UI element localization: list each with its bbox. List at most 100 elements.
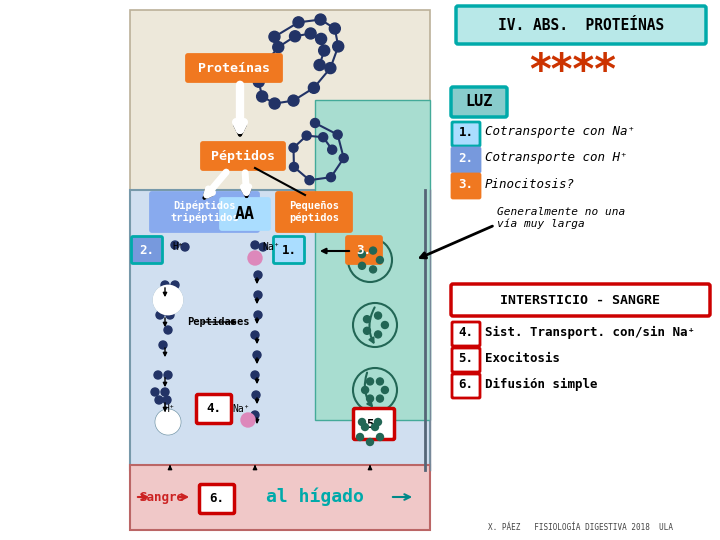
Circle shape: [302, 131, 311, 140]
Circle shape: [273, 42, 284, 53]
Text: Difusión simple: Difusión simple: [485, 377, 598, 390]
Text: Péptidos: Péptidos: [211, 150, 275, 163]
Circle shape: [366, 438, 374, 445]
Circle shape: [308, 82, 320, 93]
Circle shape: [372, 423, 379, 430]
Circle shape: [359, 418, 366, 426]
Text: H⁺: H⁺: [163, 404, 175, 414]
Circle shape: [374, 331, 382, 338]
FancyBboxPatch shape: [130, 190, 430, 470]
Circle shape: [253, 351, 261, 359]
Circle shape: [369, 266, 377, 273]
Text: Na⁺: Na⁺: [262, 242, 279, 252]
FancyBboxPatch shape: [315, 100, 430, 420]
Circle shape: [305, 176, 314, 185]
FancyBboxPatch shape: [186, 55, 282, 82]
FancyBboxPatch shape: [274, 237, 305, 264]
Circle shape: [310, 118, 320, 127]
Circle shape: [251, 241, 259, 249]
FancyBboxPatch shape: [451, 87, 507, 117]
Text: Pequeños
péptidos: Pequeños péptidos: [289, 201, 339, 223]
Circle shape: [254, 311, 262, 319]
Circle shape: [154, 371, 162, 379]
Circle shape: [241, 413, 255, 427]
Circle shape: [314, 59, 325, 71]
Circle shape: [254, 291, 262, 299]
Circle shape: [154, 286, 182, 314]
Circle shape: [253, 76, 264, 87]
FancyBboxPatch shape: [150, 192, 258, 232]
Circle shape: [366, 378, 374, 385]
Circle shape: [289, 31, 300, 42]
Text: Sist. Transport. con/sin Na⁺: Sist. Transport. con/sin Na⁺: [485, 326, 695, 339]
Circle shape: [328, 145, 337, 154]
Text: INTERSTICIO - SANGRE: INTERSTICIO - SANGRE: [500, 294, 660, 307]
Text: H⁺: H⁺: [172, 242, 184, 252]
Circle shape: [329, 23, 341, 34]
Circle shape: [164, 371, 172, 379]
Circle shape: [315, 33, 327, 44]
Circle shape: [155, 396, 163, 404]
Text: Na⁺: Na⁺: [232, 404, 250, 414]
Circle shape: [382, 387, 388, 394]
Text: Sangre: Sangre: [140, 490, 184, 503]
Circle shape: [319, 133, 328, 141]
Circle shape: [248, 251, 262, 265]
Circle shape: [326, 173, 336, 181]
Circle shape: [269, 31, 280, 42]
FancyBboxPatch shape: [202, 143, 284, 170]
Circle shape: [374, 418, 382, 426]
Text: Generalmente no una
vía muy larga: Generalmente no una vía muy larga: [497, 207, 625, 229]
Text: X. PÁEZ   FISIOLOGÍA DIGESTIVA 2018  ULA: X. PÁEZ FISIOLOGÍA DIGESTIVA 2018 ULA: [487, 523, 672, 532]
Circle shape: [156, 410, 180, 434]
Circle shape: [289, 163, 298, 171]
Text: Dipéptidos
tripéptidos: Dipéptidos tripéptidos: [170, 201, 239, 224]
Circle shape: [377, 256, 383, 264]
FancyBboxPatch shape: [452, 348, 480, 372]
Text: LUZ: LUZ: [465, 94, 492, 110]
Text: 4.: 4.: [459, 326, 474, 339]
Text: 4.: 4.: [207, 402, 222, 415]
Text: 6.: 6.: [210, 492, 225, 505]
Text: 1.: 1.: [459, 125, 474, 138]
FancyBboxPatch shape: [197, 395, 232, 423]
Circle shape: [356, 434, 364, 441]
Circle shape: [333, 41, 343, 52]
Circle shape: [364, 316, 371, 323]
Circle shape: [377, 434, 384, 441]
Text: ****: ****: [529, 51, 616, 93]
Circle shape: [293, 17, 304, 28]
Circle shape: [252, 391, 260, 399]
FancyBboxPatch shape: [452, 374, 480, 398]
Circle shape: [382, 321, 388, 328]
Text: 5.: 5.: [459, 352, 474, 365]
Circle shape: [259, 243, 267, 251]
Circle shape: [254, 271, 262, 279]
Circle shape: [319, 45, 330, 56]
Text: 2.: 2.: [140, 244, 155, 256]
Circle shape: [151, 388, 159, 396]
Circle shape: [369, 247, 377, 254]
Circle shape: [181, 243, 189, 251]
Circle shape: [359, 251, 366, 258]
Circle shape: [161, 388, 169, 396]
Text: 1.: 1.: [282, 244, 297, 256]
Circle shape: [361, 423, 369, 430]
Circle shape: [163, 396, 171, 404]
Circle shape: [158, 416, 166, 424]
Circle shape: [374, 312, 382, 319]
Circle shape: [288, 95, 299, 106]
Circle shape: [325, 63, 336, 73]
Circle shape: [333, 130, 342, 139]
Text: IV. ABS.  PROTEÍNAS: IV. ABS. PROTEÍNAS: [498, 17, 664, 32]
Circle shape: [269, 98, 280, 109]
Text: Cotransporte con H⁺: Cotransporte con H⁺: [485, 152, 628, 165]
Circle shape: [166, 311, 174, 319]
Text: Pinocitosis?: Pinocitosis?: [485, 178, 575, 191]
Text: 3.: 3.: [459, 178, 474, 191]
Circle shape: [164, 326, 172, 334]
Text: 3.: 3.: [356, 244, 372, 256]
FancyBboxPatch shape: [346, 237, 382, 264]
Circle shape: [339, 153, 348, 163]
Text: Cotransporte con Na⁺: Cotransporte con Na⁺: [485, 125, 635, 138]
